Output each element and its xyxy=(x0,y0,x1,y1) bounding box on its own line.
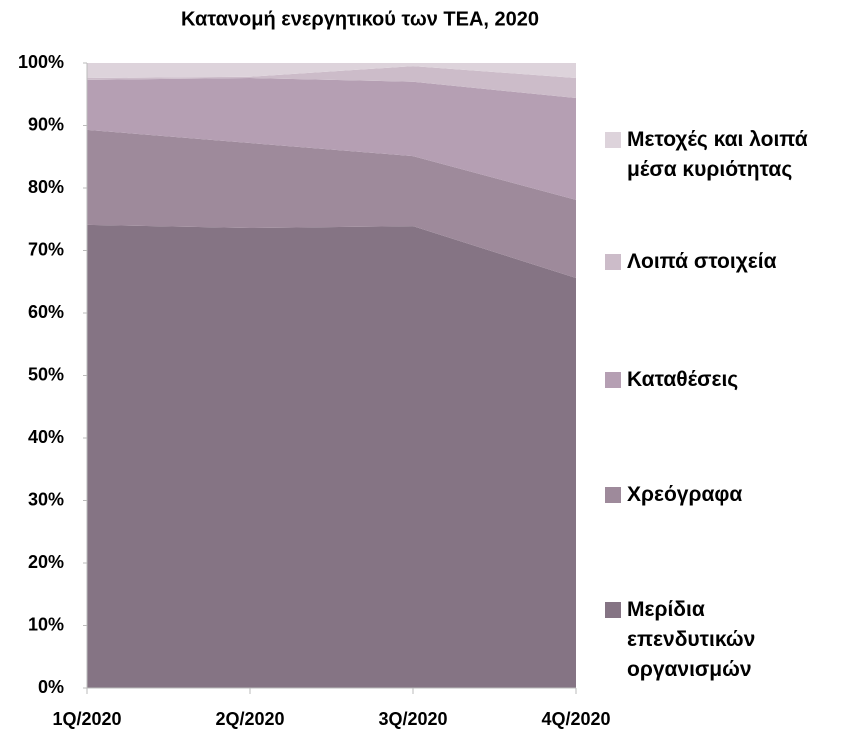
area xyxy=(87,63,576,78)
area xyxy=(87,66,576,98)
legend-label: Καταθέσεις xyxy=(627,368,739,391)
x-tick-label: 4Q/2020 xyxy=(541,709,610,729)
legend-label: Χρεόγραφα xyxy=(627,483,743,506)
y-tick-label: 90% xyxy=(28,114,64,134)
y-tick-label: 50% xyxy=(28,364,64,384)
legend-entry: Μερίδια επενδυτικών οργανισμών xyxy=(605,595,755,685)
legend-swatch xyxy=(605,487,621,503)
area xyxy=(87,78,576,200)
y-tick-label: 10% xyxy=(28,614,64,634)
y-tick-label: 70% xyxy=(28,239,64,259)
area xyxy=(87,224,576,688)
legend-entry: Καταθέσεις xyxy=(605,365,835,395)
y-tick-label: 30% xyxy=(28,489,64,509)
area xyxy=(87,129,576,278)
legend-swatch xyxy=(605,372,621,388)
y-tick-label: 100% xyxy=(18,52,64,72)
areas xyxy=(87,63,576,688)
y-tick-label: 60% xyxy=(28,302,64,322)
legend-label: Μετοχές και λοιπά μέσα κυριότητας xyxy=(627,128,808,181)
chart-title: Κατανομή ενεργητικού των ΤΕΑ, 2020 xyxy=(181,8,539,30)
legend-entry: Λοιπά στοιχεία xyxy=(605,247,835,277)
x-tick-label: 2Q/2020 xyxy=(215,709,284,729)
legend-entry: Μετοχές και λοιπά μέσα κυριότητας xyxy=(605,125,835,185)
legend-label: Μερίδια επενδυτικών οργανισμών xyxy=(627,598,756,681)
legend-swatch xyxy=(605,602,621,618)
y-tick-label: 20% xyxy=(28,552,64,572)
legend-swatch xyxy=(605,132,621,148)
x-tick-label: 3Q/2020 xyxy=(378,709,447,729)
y-tick-label: 40% xyxy=(28,427,64,447)
y-tick-label: 80% xyxy=(28,177,64,197)
x-tick-label: 1Q/2020 xyxy=(52,709,121,729)
legend-swatch xyxy=(605,254,621,270)
legend-label: Λοιπά στοιχεία xyxy=(627,250,777,273)
y-tick-label: 0% xyxy=(38,677,64,697)
legend-entry: Χρεόγραφα xyxy=(605,480,835,510)
